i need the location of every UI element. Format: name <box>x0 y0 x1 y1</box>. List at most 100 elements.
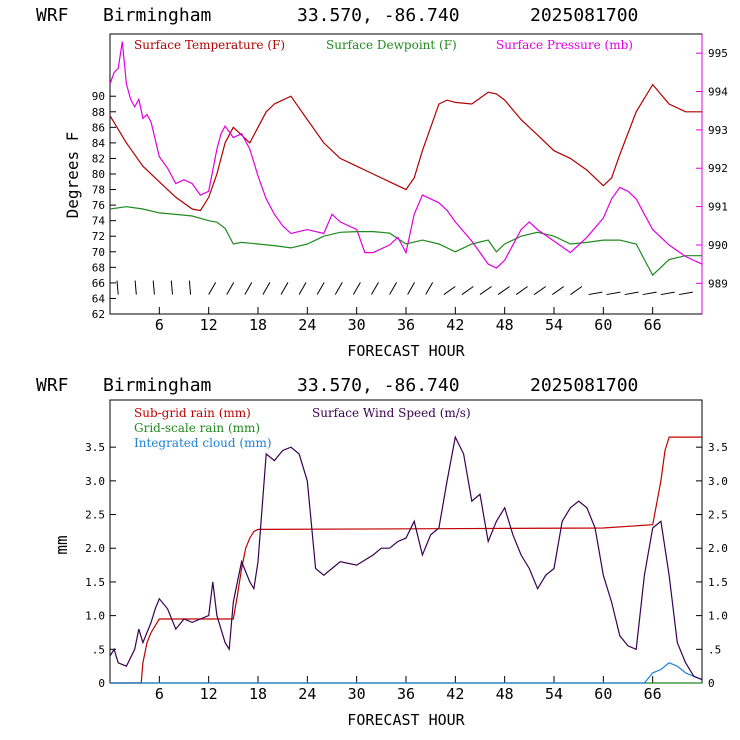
wind-barb <box>425 282 434 295</box>
bottom-y-tick-label: 1.0 <box>85 610 105 623</box>
bottom-y2-tick-label: 1.5 <box>708 576 728 589</box>
top-y-tick-label: 66 <box>92 277 105 290</box>
bottom-header-model: WRF <box>36 375 69 396</box>
bottom-header-run: 2025081700 <box>530 375 638 396</box>
top-x-tick-label: 18 <box>249 316 267 334</box>
bottom-x-axis-label: FORECAST HOUR <box>347 711 465 729</box>
bottom-y-tick-label: .5 <box>92 643 105 656</box>
top-y2-tick-label: 990 <box>708 239 728 252</box>
wind-barb <box>262 282 271 295</box>
wind-barb <box>588 291 603 296</box>
bottom-y-tick-label: 2.5 <box>85 509 105 522</box>
wind-barb <box>208 282 217 295</box>
top-y2-tick-label: 995 <box>708 47 728 60</box>
top-y2-tick-label: 992 <box>708 162 728 175</box>
top-header-run: 2025081700 <box>530 5 638 26</box>
legend-gridscale-rain: Grid-scale rain (mm) <box>134 421 260 435</box>
legend-subgrid-rain: Sub-grid rain (mm) <box>134 406 251 420</box>
legend-wind-speed: Surface Wind Speed (m/s) <box>312 406 471 420</box>
bottom-y2-tick-label: 3.5 <box>708 441 728 454</box>
wind-barb <box>407 282 416 295</box>
bottom-y2-tick-label: 0 <box>708 677 715 690</box>
top-header-location: Birmingham <box>103 5 211 26</box>
wind-barb <box>280 282 289 295</box>
top-y2-tick-label: 993 <box>708 124 728 137</box>
top-x-tick-label: 6 <box>155 316 164 334</box>
precipitation-panel: Sub-grid rain (mm) Grid-scale rain (mm) … <box>52 399 728 729</box>
top-y-tick-label: 88 <box>92 106 105 119</box>
bottom-series-integrated-cloud-mm <box>110 662 703 684</box>
bottom-x-tick-label: 6 <box>155 685 164 703</box>
bottom-x-tick-label: 36 <box>397 685 415 703</box>
wind-barb <box>389 282 398 295</box>
bottom-x-tick-label: 42 <box>446 685 464 703</box>
top-header-coords: 33.570, -86.740 <box>297 5 460 26</box>
wind-barb <box>443 286 456 295</box>
top-series-surface-dewpoint-f <box>109 206 702 277</box>
top-y2-tick-label: 989 <box>708 277 728 290</box>
legend-pressure: Surface Pressure (mb) <box>496 38 633 52</box>
top-y-tick-label: 84 <box>92 137 106 150</box>
wind-barb <box>244 282 253 295</box>
top-y-tick-label: 74 <box>92 215 106 228</box>
wind-barb <box>678 291 693 296</box>
top-y-axis-label: Degrees F <box>63 132 82 219</box>
bottom-x-tick-label: 60 <box>594 685 612 703</box>
top-header-model: WRF <box>36 5 69 26</box>
bottom-y2-tick-label: 1.0 <box>708 610 728 623</box>
wind-barb <box>226 282 235 295</box>
top-x-tick-label: 48 <box>496 316 514 334</box>
wind-barb <box>188 280 192 295</box>
top-x-tick-label: 66 <box>644 316 662 334</box>
wind-barb <box>497 286 510 295</box>
top-y-tick-label: 64 <box>92 292 106 305</box>
top-y-tick-label: 78 <box>92 184 105 197</box>
top-y-tick-label: 90 <box>92 90 105 103</box>
wind-barb <box>298 282 307 295</box>
bottom-y-tick-label: 3.5 <box>85 441 105 454</box>
top-x-tick-label: 24 <box>298 316 316 334</box>
bottom-series-sub-grid-rain-mm <box>110 436 702 684</box>
bottom-y2-tick-label: .5 <box>708 643 721 656</box>
top-y-tick-label: 76 <box>92 199 105 212</box>
top-x-tick-label: 36 <box>397 316 415 334</box>
wind-barb <box>660 291 675 296</box>
wind-barb <box>552 286 565 295</box>
bottom-y2-tick-label: 2.5 <box>708 509 728 522</box>
top-x-tick-label: 60 <box>594 316 612 334</box>
top-y-tick-label: 70 <box>92 246 105 259</box>
wind-barb <box>316 282 325 295</box>
top-series-surface-pressure-mb <box>109 41 703 269</box>
top-x-axis-label: FORECAST HOUR <box>347 342 465 360</box>
bottom-x-tick-label: 24 <box>298 685 316 703</box>
bottom-y-axis-label: mm <box>52 535 71 554</box>
top-y-tick-label: 80 <box>92 168 105 181</box>
wind-barb <box>461 286 474 295</box>
temperature-panel: Surface Temperature (F) Surface Dewpoint… <box>63 33 728 360</box>
bottom-header-coords: 33.570, -86.740 <box>297 375 460 396</box>
wind-barb <box>515 286 528 295</box>
wind-barb <box>134 280 137 295</box>
top-x-tick-label: 54 <box>545 316 563 334</box>
bottom-x-tick-label: 54 <box>545 685 563 703</box>
legend-integrated-cloud: Integrated cloud (mm) <box>134 436 272 450</box>
bottom-y2-tick-label: 2.0 <box>708 542 728 555</box>
bottom-y-tick-label: 0 <box>98 677 105 690</box>
top-x-tick-label: 12 <box>200 316 218 334</box>
bottom-x-tick-label: 12 <box>200 685 218 703</box>
wind-barb <box>152 280 155 295</box>
top-x-tick-label: 30 <box>348 316 366 334</box>
wind-barb <box>606 291 621 296</box>
wind-barb <box>334 282 343 295</box>
top-y-tick-label: 86 <box>92 121 105 134</box>
bottom-y-tick-label: 1.5 <box>85 576 105 589</box>
top-series-surface-temperature-f <box>109 83 702 212</box>
wind-barb <box>116 280 119 295</box>
wind-barb <box>479 286 492 295</box>
bottom-x-tick-label: 48 <box>496 685 514 703</box>
top-y-tick-label: 72 <box>92 230 105 243</box>
top-y-tick-label: 82 <box>92 152 105 165</box>
wind-barb <box>642 291 657 296</box>
wind-barb <box>352 282 361 295</box>
